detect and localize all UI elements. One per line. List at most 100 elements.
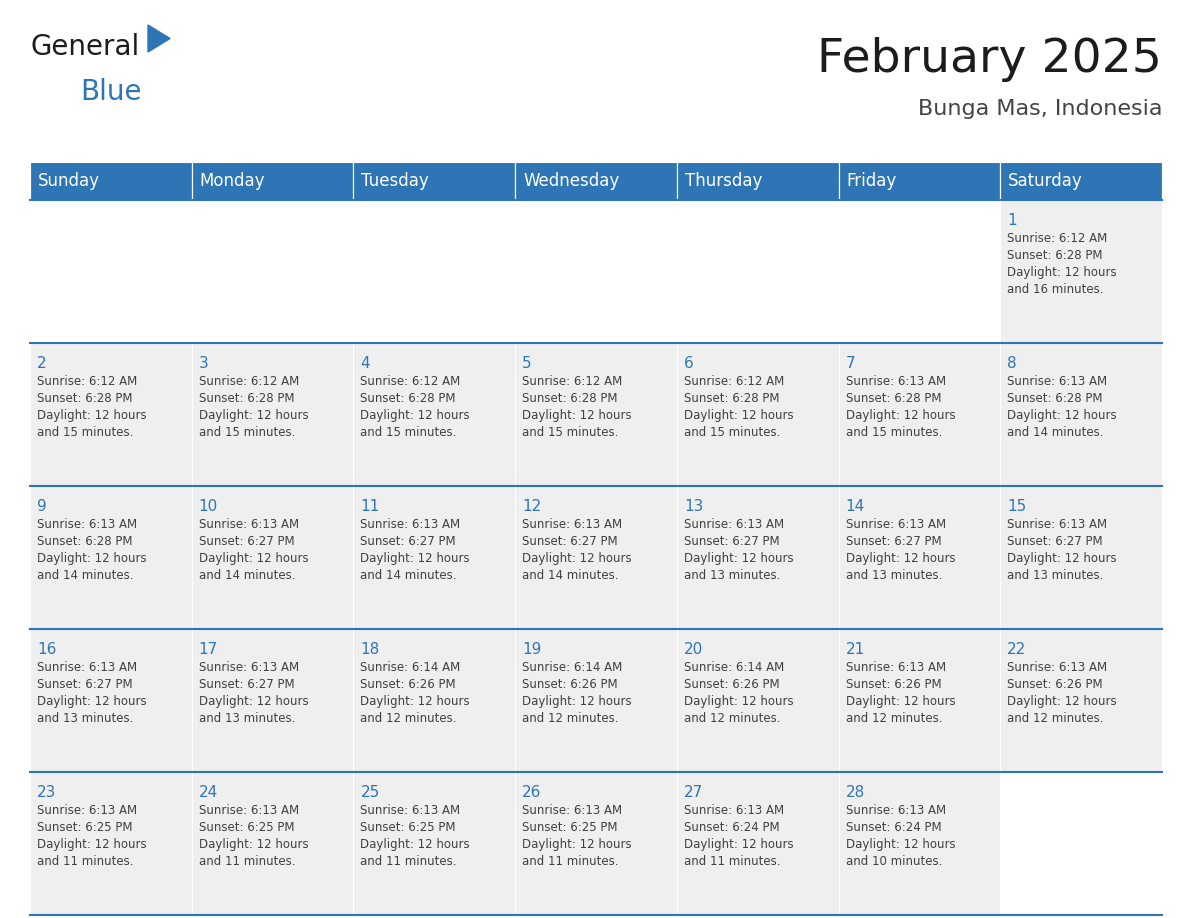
Text: 27: 27 — [684, 785, 703, 800]
Text: Sunrise: 6:13 AM: Sunrise: 6:13 AM — [198, 518, 299, 531]
Text: Wednesday: Wednesday — [523, 172, 619, 190]
Text: Sunrise: 6:14 AM: Sunrise: 6:14 AM — [523, 661, 623, 674]
Text: Sunset: 6:28 PM: Sunset: 6:28 PM — [37, 535, 133, 548]
Bar — [839, 772, 1000, 915]
Bar — [677, 629, 839, 772]
Text: 16: 16 — [37, 642, 56, 657]
Text: Sunset: 6:27 PM: Sunset: 6:27 PM — [360, 535, 456, 548]
Text: Daylight: 12 hours: Daylight: 12 hours — [198, 552, 309, 565]
Text: 6: 6 — [684, 356, 694, 371]
Text: Sunset: 6:27 PM: Sunset: 6:27 PM — [198, 678, 295, 691]
Bar — [353, 772, 516, 915]
Text: Sunrise: 6:13 AM: Sunrise: 6:13 AM — [360, 518, 461, 531]
Bar — [839, 162, 1000, 200]
Text: and 14 minutes.: and 14 minutes. — [523, 569, 619, 582]
Text: Sunrise: 6:13 AM: Sunrise: 6:13 AM — [1007, 375, 1107, 388]
Text: Daylight: 12 hours: Daylight: 12 hours — [198, 409, 309, 422]
Bar — [191, 162, 353, 200]
Text: Daylight: 12 hours: Daylight: 12 hours — [523, 409, 632, 422]
Text: Sunset: 6:28 PM: Sunset: 6:28 PM — [684, 392, 779, 405]
Text: Daylight: 12 hours: Daylight: 12 hours — [1007, 552, 1117, 565]
Bar — [191, 200, 353, 343]
Bar — [839, 629, 1000, 772]
Text: Sunrise: 6:12 AM: Sunrise: 6:12 AM — [37, 375, 138, 388]
Text: Sunset: 6:26 PM: Sunset: 6:26 PM — [523, 678, 618, 691]
Text: Monday: Monday — [200, 172, 265, 190]
Text: and 15 minutes.: and 15 minutes. — [523, 426, 619, 439]
Text: Daylight: 12 hours: Daylight: 12 hours — [523, 552, 632, 565]
Text: Sunrise: 6:13 AM: Sunrise: 6:13 AM — [37, 518, 137, 531]
Text: Sunset: 6:24 PM: Sunset: 6:24 PM — [846, 821, 941, 834]
Text: Sunrise: 6:13 AM: Sunrise: 6:13 AM — [1007, 518, 1107, 531]
Text: Daylight: 12 hours: Daylight: 12 hours — [360, 409, 470, 422]
Text: Sunrise: 6:14 AM: Sunrise: 6:14 AM — [360, 661, 461, 674]
Text: Sunrise: 6:13 AM: Sunrise: 6:13 AM — [846, 518, 946, 531]
Text: 2: 2 — [37, 356, 46, 371]
Text: 9: 9 — [37, 499, 46, 514]
Bar — [516, 162, 677, 200]
Bar — [677, 343, 839, 486]
Text: Sunday: Sunday — [38, 172, 100, 190]
Text: and 15 minutes.: and 15 minutes. — [198, 426, 295, 439]
Text: Sunrise: 6:12 AM: Sunrise: 6:12 AM — [198, 375, 299, 388]
Text: Sunset: 6:26 PM: Sunset: 6:26 PM — [684, 678, 779, 691]
Text: 24: 24 — [198, 785, 217, 800]
Text: 3: 3 — [198, 356, 208, 371]
Text: Sunset: 6:27 PM: Sunset: 6:27 PM — [198, 535, 295, 548]
Text: Sunset: 6:27 PM: Sunset: 6:27 PM — [846, 535, 941, 548]
Text: Daylight: 12 hours: Daylight: 12 hours — [198, 695, 309, 708]
Text: and 11 minutes.: and 11 minutes. — [684, 855, 781, 868]
Text: Daylight: 12 hours: Daylight: 12 hours — [1007, 695, 1117, 708]
Text: and 12 minutes.: and 12 minutes. — [846, 712, 942, 725]
Text: Sunset: 6:28 PM: Sunset: 6:28 PM — [37, 392, 133, 405]
Text: and 12 minutes.: and 12 minutes. — [1007, 712, 1104, 725]
Text: Sunrise: 6:13 AM: Sunrise: 6:13 AM — [684, 518, 784, 531]
Bar — [1000, 343, 1162, 486]
Text: Daylight: 12 hours: Daylight: 12 hours — [1007, 266, 1117, 279]
Bar — [30, 343, 191, 486]
Bar — [516, 343, 677, 486]
Text: and 11 minutes.: and 11 minutes. — [198, 855, 295, 868]
Text: Sunrise: 6:12 AM: Sunrise: 6:12 AM — [523, 375, 623, 388]
Bar — [353, 162, 516, 200]
Text: 26: 26 — [523, 785, 542, 800]
Bar — [191, 486, 353, 629]
Bar — [516, 629, 677, 772]
Text: Daylight: 12 hours: Daylight: 12 hours — [846, 838, 955, 851]
Text: Sunrise: 6:13 AM: Sunrise: 6:13 AM — [1007, 661, 1107, 674]
Text: Sunset: 6:25 PM: Sunset: 6:25 PM — [523, 821, 618, 834]
Text: and 13 minutes.: and 13 minutes. — [1007, 569, 1104, 582]
Bar — [1000, 629, 1162, 772]
Text: Sunrise: 6:13 AM: Sunrise: 6:13 AM — [846, 661, 946, 674]
Bar — [516, 486, 677, 629]
Text: and 14 minutes.: and 14 minutes. — [1007, 426, 1104, 439]
Text: 20: 20 — [684, 642, 703, 657]
Bar — [30, 772, 191, 915]
Text: Sunrise: 6:13 AM: Sunrise: 6:13 AM — [523, 804, 623, 817]
Text: 22: 22 — [1007, 642, 1026, 657]
Text: and 11 minutes.: and 11 minutes. — [360, 855, 457, 868]
Bar — [839, 486, 1000, 629]
Text: Sunset: 6:27 PM: Sunset: 6:27 PM — [523, 535, 618, 548]
Text: Daylight: 12 hours: Daylight: 12 hours — [360, 695, 470, 708]
Text: Sunset: 6:27 PM: Sunset: 6:27 PM — [1007, 535, 1102, 548]
Bar — [30, 162, 191, 200]
Bar — [30, 486, 191, 629]
Text: Sunset: 6:25 PM: Sunset: 6:25 PM — [198, 821, 295, 834]
Text: Sunset: 6:25 PM: Sunset: 6:25 PM — [37, 821, 133, 834]
Text: Sunrise: 6:13 AM: Sunrise: 6:13 AM — [198, 661, 299, 674]
Text: and 15 minutes.: and 15 minutes. — [684, 426, 781, 439]
Text: 4: 4 — [360, 356, 369, 371]
Text: Sunrise: 6:14 AM: Sunrise: 6:14 AM — [684, 661, 784, 674]
Text: and 10 minutes.: and 10 minutes. — [846, 855, 942, 868]
Text: Sunset: 6:26 PM: Sunset: 6:26 PM — [846, 678, 941, 691]
Bar — [191, 629, 353, 772]
Text: Sunrise: 6:13 AM: Sunrise: 6:13 AM — [360, 804, 461, 817]
Text: Daylight: 12 hours: Daylight: 12 hours — [37, 838, 146, 851]
Bar — [1000, 486, 1162, 629]
Text: Blue: Blue — [80, 78, 141, 106]
Bar — [30, 200, 191, 343]
Text: Sunrise: 6:13 AM: Sunrise: 6:13 AM — [37, 804, 137, 817]
Text: 23: 23 — [37, 785, 56, 800]
Text: 11: 11 — [360, 499, 380, 514]
